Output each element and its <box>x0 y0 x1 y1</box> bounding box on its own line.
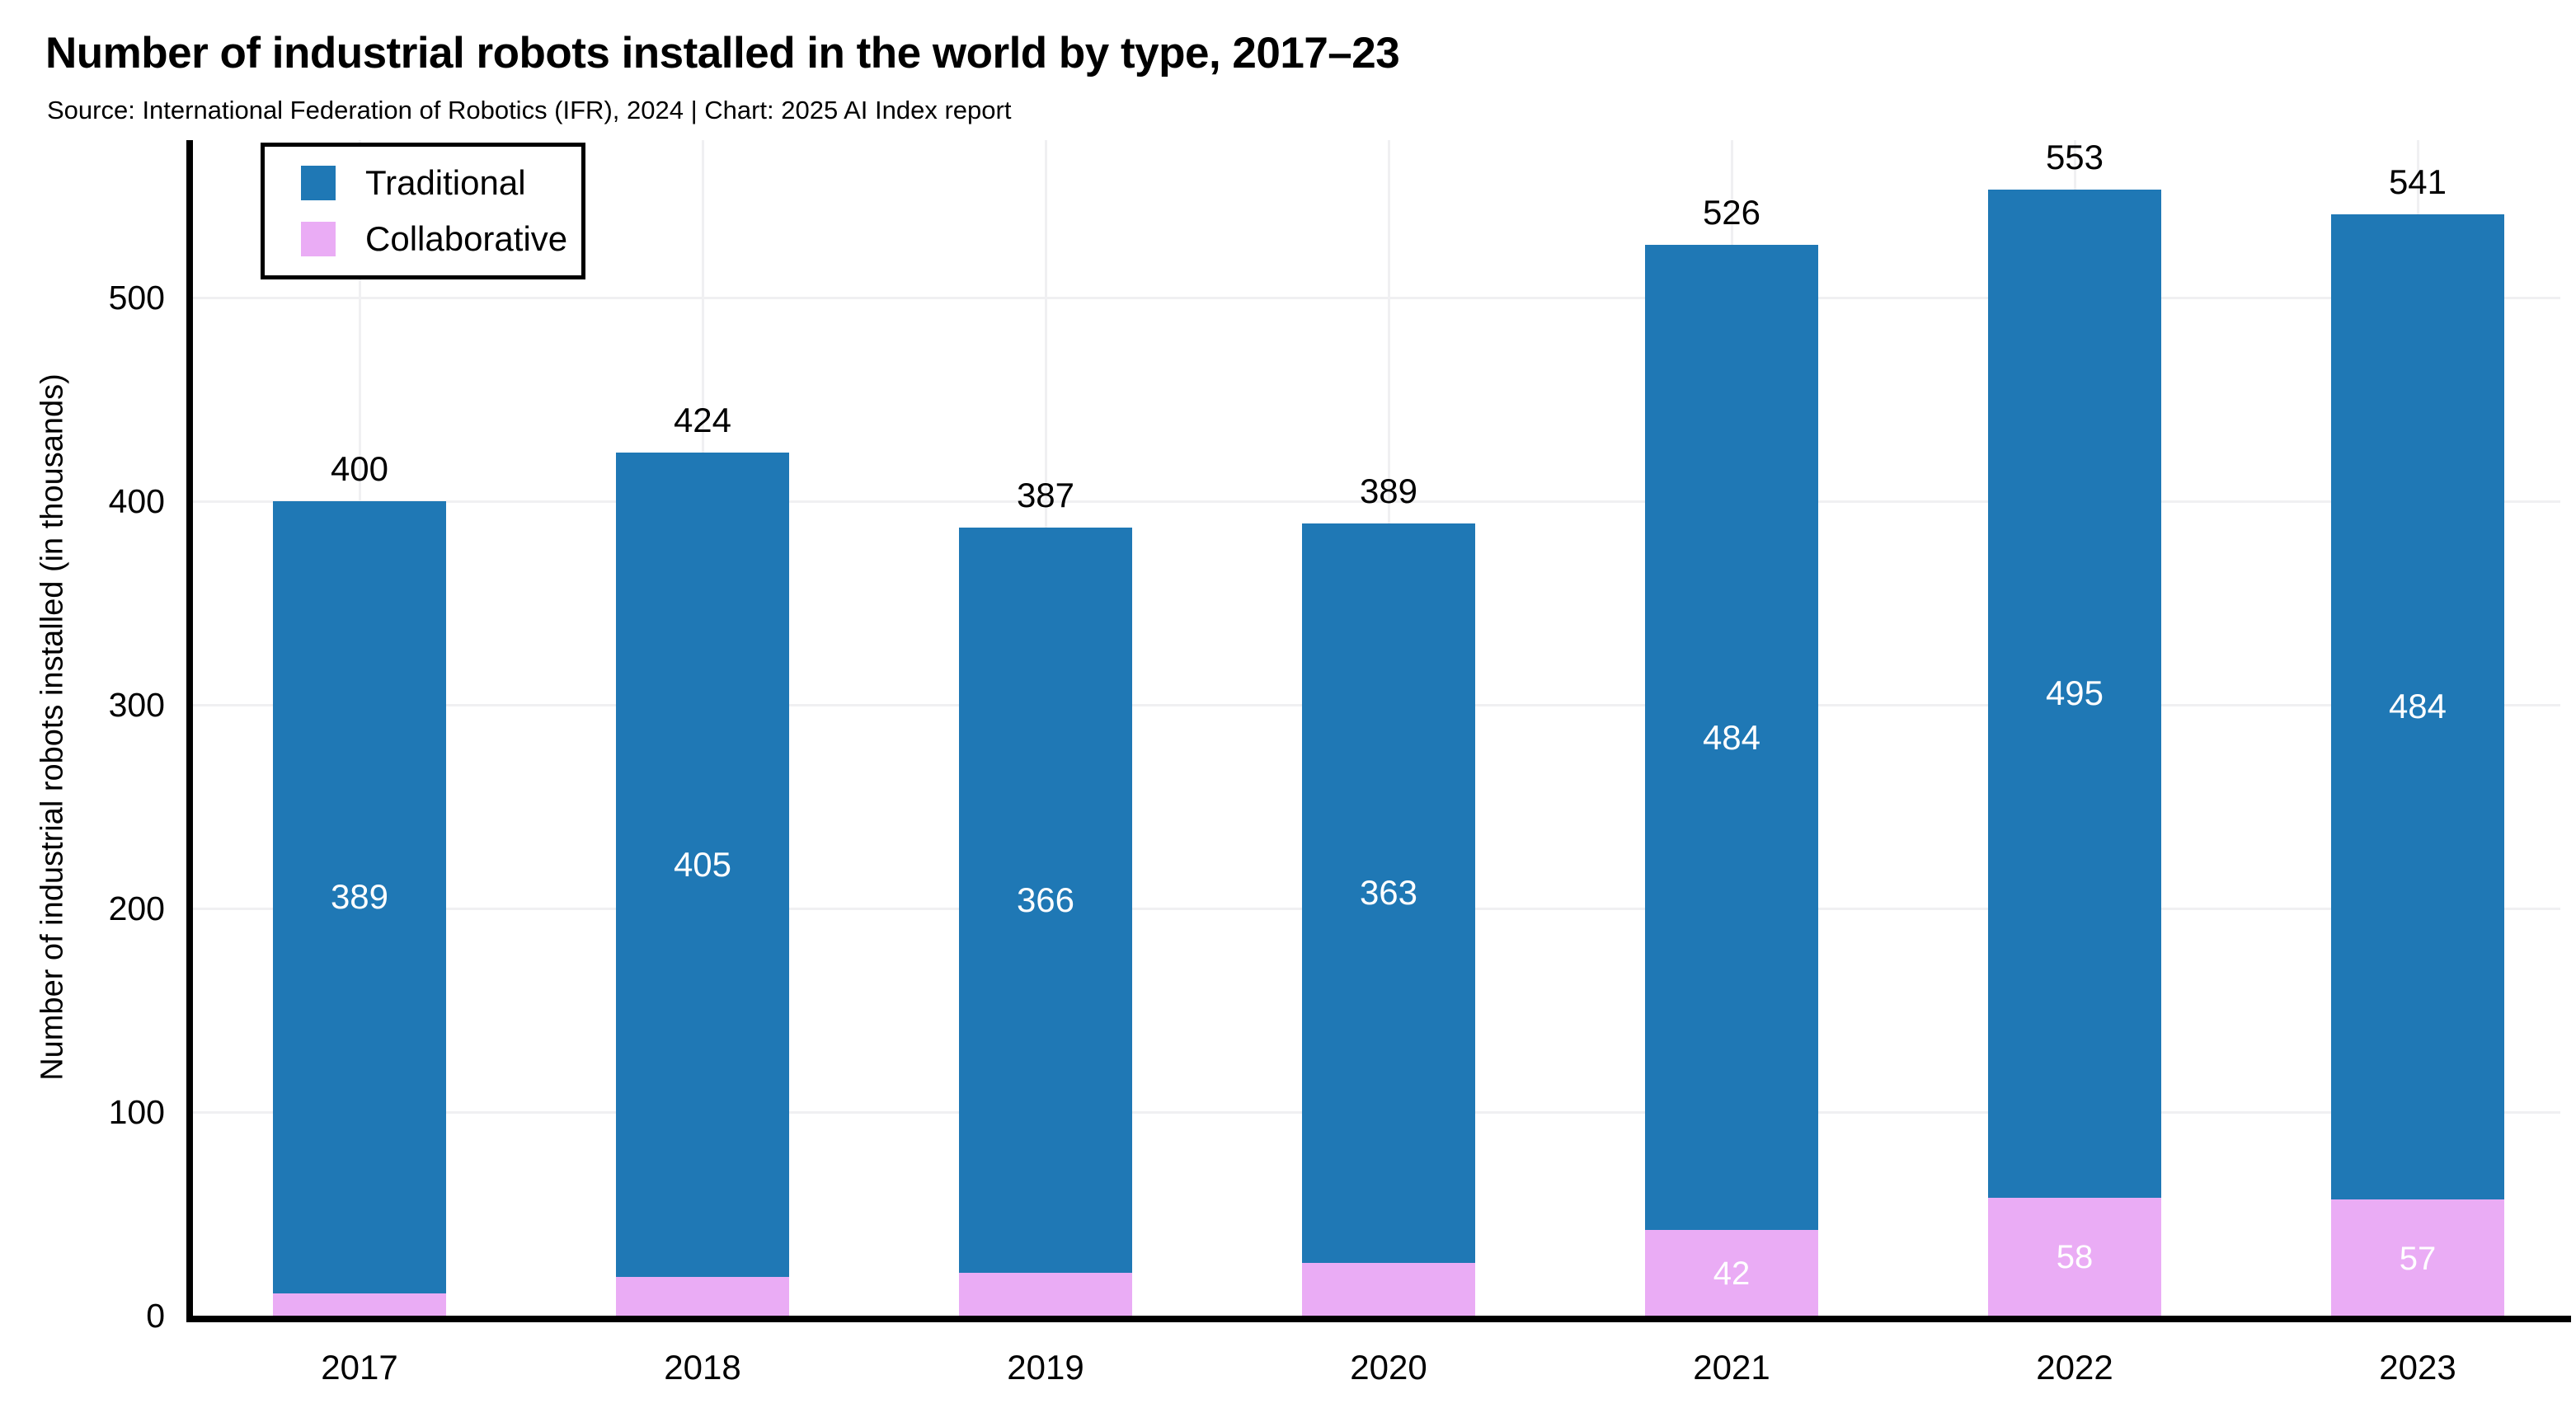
x-tick-label-2019: 2019 <box>1007 1348 1084 1387</box>
bar-total-label-2022: 553 <box>2045 138 2104 177</box>
bar-value-label-traditional-2022: 495 <box>2045 673 2104 713</box>
bar-total-label-2023: 541 <box>2388 162 2447 201</box>
bar-segment-collaborative-2018 <box>616 1277 789 1316</box>
bar-value-label-collaborative-2021: 42 <box>1713 1255 1751 1293</box>
x-tick-label-2021: 2021 <box>1693 1348 1770 1387</box>
bar-segment-collaborative-2020 <box>1302 1262 1475 1316</box>
x-tick-label-2017: 2017 <box>321 1348 398 1387</box>
bar-value-label-traditional-2019: 366 <box>1016 880 1075 920</box>
bar-value-label-traditional-2020: 363 <box>1359 873 1418 913</box>
bar-segment-traditional-2021 <box>1645 244 1818 1231</box>
bar-value-label-traditional-2018: 405 <box>673 844 732 884</box>
bar-value-label-collaborative-2022: 58 <box>2056 1239 2094 1276</box>
legend-item-collaborative: Collaborative <box>301 222 581 256</box>
chart-title: Number of industrial robots installed in… <box>45 29 1400 77</box>
bar-segment-collaborative-2023 <box>2331 1199 2504 1316</box>
legend-item-traditional: Traditional <box>301 166 581 200</box>
bar-value-label-collaborative-2023: 57 <box>2399 1240 2437 1277</box>
y-tick-label-300: 300 <box>108 686 165 724</box>
bar-total-label-2019: 387 <box>1016 476 1075 515</box>
y-tick-label-100: 100 <box>108 1093 165 1131</box>
bar-segment-collaborative-2022 <box>1988 1197 2161 1316</box>
y-tick-label-200: 200 <box>108 889 165 927</box>
bar-total-label-2018: 424 <box>673 400 732 439</box>
x-tick-label-2023: 2023 <box>2379 1348 2456 1387</box>
bar-value-label-traditional-2017: 389 <box>330 877 389 917</box>
y-tick-label-0: 0 <box>146 1297 165 1335</box>
x-axis-line <box>186 1316 2571 1322</box>
chart-subtitle: Source: International Federation of Robo… <box>47 96 1012 124</box>
legend-label-traditional: Traditional <box>365 163 526 202</box>
bar-segment-collaborative-2021 <box>1645 1230 1818 1316</box>
y-axis-line <box>186 140 193 1322</box>
bar-segment-collaborative-2017 <box>273 1293 446 1316</box>
bar-segment-traditional-2018 <box>616 452 789 1278</box>
bar-segment-collaborative-2019 <box>959 1273 1132 1316</box>
legend-swatch-collaborative <box>301 222 336 256</box>
x-tick-label-2018: 2018 <box>664 1348 741 1387</box>
bar-segment-traditional-2023 <box>2331 214 2504 1200</box>
legend: Traditional Collaborative <box>261 143 585 279</box>
bar-segment-traditional-2019 <box>959 528 1132 1274</box>
horizontal-gridline-400 <box>190 500 2560 503</box>
legend-swatch-traditional <box>301 166 336 200</box>
bar-segment-traditional-2020 <box>1302 523 1475 1263</box>
y-tick-label-400: 400 <box>108 482 165 520</box>
horizontal-gridline-500 <box>190 296 2560 299</box>
bar-total-label-2017: 400 <box>330 449 389 488</box>
y-tick-label-500: 500 <box>108 279 165 317</box>
bar-segment-traditional-2017 <box>273 501 446 1293</box>
bar-total-label-2020: 389 <box>1359 472 1418 511</box>
bar-total-label-2021: 526 <box>1702 192 1761 232</box>
x-tick-label-2022: 2022 <box>2036 1348 2113 1387</box>
x-tick-label-2020: 2020 <box>1350 1348 1427 1387</box>
bar-value-label-traditional-2023: 484 <box>2388 687 2447 726</box>
legend-label-collaborative: Collaborative <box>365 219 568 258</box>
bar-value-label-traditional-2021: 484 <box>1702 717 1761 757</box>
bar-segment-traditional-2022 <box>1988 190 2161 1198</box>
